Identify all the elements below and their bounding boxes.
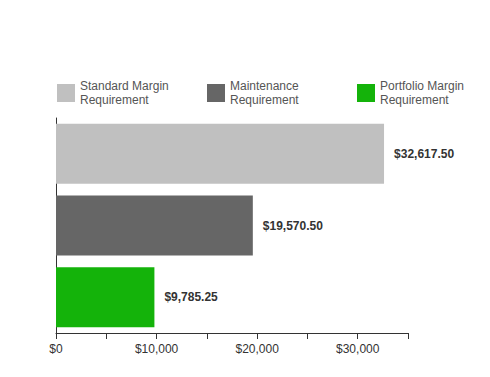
svg-text:$10,000: $10,000 <box>135 342 179 356</box>
svg-text:$20,000: $20,000 <box>235 342 279 356</box>
svg-text:Requirement: Requirement <box>80 93 149 107</box>
svg-text:$32,617.50: $32,617.50 <box>394 147 454 161</box>
svg-text:Requirement: Requirement <box>230 93 299 107</box>
svg-text:$9,785.25: $9,785.25 <box>164 290 218 304</box>
svg-text:Maintenance: Maintenance <box>230 79 302 93</box>
svg-text:$30,000: $30,000 <box>336 342 380 356</box>
svg-text:$19,570.50: $19,570.50 <box>263 219 323 233</box>
svg-text:Requirement: Requirement <box>380 93 449 107</box>
svg-text:$0: $0 <box>49 342 63 356</box>
svg-text:Standard Margin: Standard Margin <box>80 79 172 93</box>
svg-text:Portfolio Margin: Portfolio Margin <box>380 79 467 93</box>
